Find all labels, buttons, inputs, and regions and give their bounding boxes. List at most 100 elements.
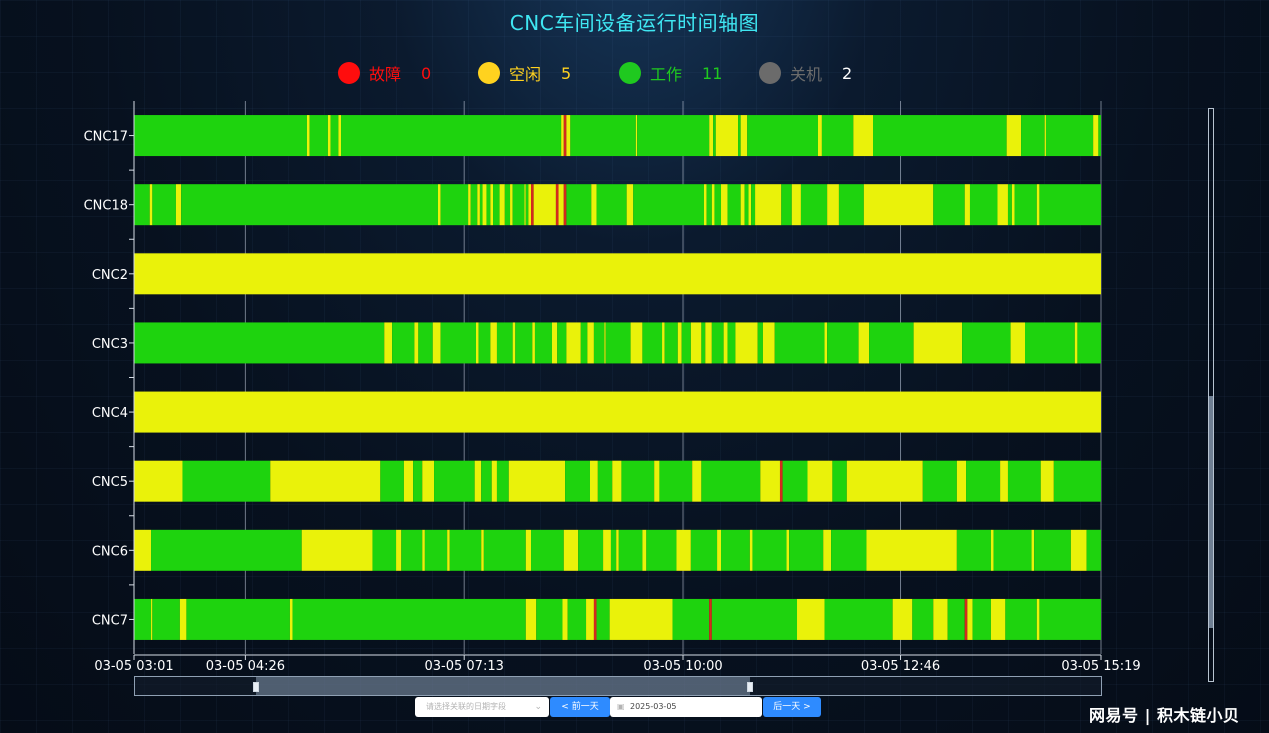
timeline-segment-work[interactable]: [610, 529, 617, 571]
timeline-segment-work[interactable]: [681, 322, 691, 364]
timeline-segment-work[interactable]: [493, 184, 500, 226]
timeline-segment-idle[interactable]: [990, 529, 994, 571]
timeline-segment-work[interactable]: [186, 598, 290, 640]
timeline-segment-fault[interactable]: [964, 598, 968, 640]
legend-item-off[interactable]: 关机 2: [759, 60, 852, 86]
timeline-segment-idle[interactable]: [525, 529, 532, 571]
timeline-segment-work[interactable]: [570, 115, 636, 157]
timeline-segment-idle[interactable]: [1036, 184, 1040, 226]
timeline-segment-work[interactable]: [711, 598, 798, 640]
timeline-segment-idle[interactable]: [422, 529, 425, 571]
timeline-segment-work[interactable]: [993, 529, 1032, 571]
timeline-segment-idle[interactable]: [179, 598, 187, 640]
timeline-segment-work[interactable]: [690, 529, 718, 571]
timeline-segment-idle[interactable]: [490, 184, 494, 226]
timeline-segment-work[interactable]: [440, 322, 476, 364]
timeline-segment-work[interactable]: [372, 529, 397, 571]
timeline-segment-work[interactable]: [557, 322, 567, 364]
timeline-segment-work[interactable]: [496, 322, 513, 364]
timeline-segment-idle[interactable]: [762, 322, 775, 364]
timeline-segment-idle[interactable]: [853, 115, 874, 157]
timeline-segment-idle[interactable]: [612, 460, 622, 502]
timeline-segment-work[interactable]: [789, 529, 824, 571]
timeline-segment-work[interactable]: [593, 322, 605, 364]
timeline-segment-work[interactable]: [751, 184, 756, 226]
zoom-handle-left[interactable]: [253, 682, 259, 692]
timeline-segment-work[interactable]: [182, 460, 271, 502]
timeline-segment-work[interactable]: [486, 184, 491, 226]
timeline-segment-idle[interactable]: [151, 598, 153, 640]
timeline-segment-work[interactable]: [727, 184, 741, 226]
timeline-segment-fault[interactable]: [531, 184, 534, 226]
timeline-segment-work[interactable]: [738, 115, 741, 157]
timeline-segment-idle[interactable]: [740, 115, 748, 157]
timeline-segment-work[interactable]: [714, 184, 722, 226]
timeline-segment-work[interactable]: [605, 322, 631, 364]
timeline-segment-work[interactable]: [947, 598, 965, 640]
timeline-segment-work[interactable]: [659, 460, 693, 502]
timeline-segment-work[interactable]: [534, 322, 552, 364]
timeline-segment-idle[interactable]: [587, 322, 594, 364]
timeline-segment-idle[interactable]: [510, 184, 513, 226]
timeline-segment-idle[interactable]: [721, 184, 728, 226]
timeline-segment-work[interactable]: [1021, 115, 1045, 157]
timeline-segment-work[interactable]: [151, 529, 302, 571]
timeline-segment-work[interactable]: [392, 322, 415, 364]
timeline-segment-idle[interactable]: [1011, 184, 1015, 226]
timeline-segment-work[interactable]: [449, 529, 482, 571]
timeline-segment-work[interactable]: [512, 184, 525, 226]
timeline-segment-work[interactable]: [134, 322, 385, 364]
timeline-segment-work[interactable]: [838, 184, 864, 226]
timeline-segment-idle[interactable]: [528, 184, 532, 226]
timeline-segment-work[interactable]: [134, 184, 150, 226]
timeline-segment-idle[interactable]: [1040, 460, 1054, 502]
timeline-segment-work[interactable]: [1039, 184, 1101, 226]
timeline-segment-work[interactable]: [536, 598, 563, 640]
timeline-segment-idle[interactable]: [270, 460, 381, 502]
timeline-segment-idle[interactable]: [797, 598, 825, 640]
timeline-segment-work[interactable]: [972, 598, 991, 640]
timeline-segment-idle[interactable]: [824, 322, 828, 364]
timeline-segment-work[interactable]: [470, 184, 478, 226]
date-input[interactable]: ▣ 2025-03-05: [610, 697, 762, 717]
timeline-segment-idle[interactable]: [475, 322, 479, 364]
timeline-segment-work[interactable]: [478, 322, 491, 364]
timeline-segment-idle[interactable]: [654, 460, 660, 502]
timeline-segment-work[interactable]: [483, 529, 526, 571]
timeline-segment-work[interactable]: [781, 184, 792, 226]
timeline-segment-idle[interactable]: [749, 529, 753, 571]
timeline-segment-work[interactable]: [152, 184, 176, 226]
timeline-segment-idle[interactable]: [1006, 115, 1022, 157]
timeline-segment-work[interactable]: [1025, 322, 1075, 364]
timeline-segment-idle[interactable]: [532, 322, 535, 364]
timeline-segment-idle[interactable]: [586, 598, 594, 640]
timeline-segment-idle[interactable]: [524, 184, 526, 226]
timeline-segment-work[interactable]: [800, 184, 828, 226]
timeline-segment-idle[interactable]: [676, 529, 691, 571]
timeline-segment-work[interactable]: [621, 460, 655, 502]
timeline-segment-idle[interactable]: [827, 184, 839, 226]
timeline-segment-fault[interactable]: [709, 598, 712, 640]
timeline-segment-work[interactable]: [401, 529, 423, 571]
timeline-segment-work[interactable]: [580, 322, 588, 364]
timeline-segment-work[interactable]: [824, 598, 893, 640]
timeline-segment-idle[interactable]: [551, 322, 558, 364]
timeline-segment-idle[interactable]: [858, 322, 870, 364]
timeline-segment-idle[interactable]: [468, 184, 471, 226]
timeline-segment-work[interactable]: [1039, 598, 1101, 640]
prev-day-button[interactable]: < 前一天: [550, 697, 610, 717]
timeline-segment-idle[interactable]: [705, 322, 712, 364]
timeline-segment-idle[interactable]: [603, 529, 611, 571]
timeline-segment-work[interactable]: [1007, 184, 1012, 226]
timeline-segment-idle[interactable]: [432, 322, 441, 364]
timeline-segment-work[interactable]: [424, 529, 448, 571]
timeline-segment-work[interactable]: [912, 598, 934, 640]
timeline-segment-idle[interactable]: [134, 460, 183, 502]
zoom-window[interactable]: [256, 677, 750, 695]
timeline-segment-idle[interactable]: [748, 184, 752, 226]
timeline-segment-fault[interactable]: [593, 598, 597, 640]
timeline-segment-work[interactable]: [706, 184, 712, 226]
timeline-segment-idle[interactable]: [306, 115, 310, 157]
legend-item-work[interactable]: 工作 11: [619, 60, 722, 86]
timeline-segment-idle[interactable]: [626, 184, 634, 226]
